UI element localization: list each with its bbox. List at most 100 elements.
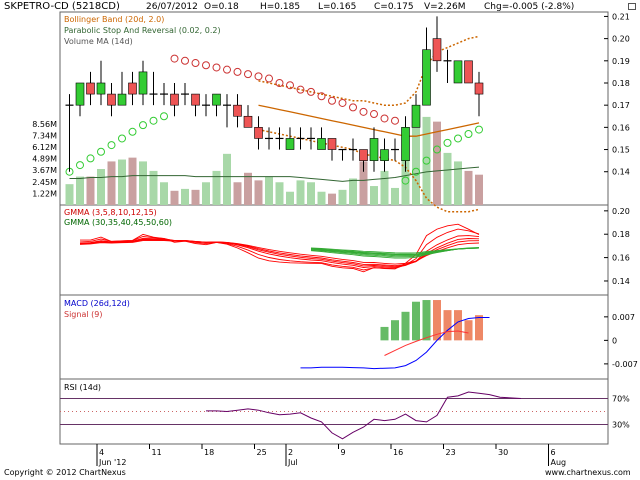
- gmma-long-line: [310, 247, 480, 254]
- header-volume: V=2.26M: [424, 2, 466, 12]
- sar-dot: [76, 161, 84, 170]
- sar-dot: [475, 125, 483, 134]
- volume-axis-label: 4.89M: [32, 155, 57, 164]
- macd-line: [300, 317, 490, 370]
- volume-bar: [443, 152, 452, 205]
- sar-dot: [223, 65, 231, 74]
- sar-dot: [443, 138, 452, 147]
- volume-bar: [212, 170, 221, 205]
- volume-bar: [412, 121, 420, 205]
- sar-dot: [454, 134, 462, 143]
- macd-histogram-bar: [422, 300, 431, 341]
- macd-histogram-bar: [464, 320, 473, 341]
- bollinger-lower-band: [258, 128, 480, 213]
- gmma-axis-label: 0.14: [612, 277, 630, 286]
- candle-down: [474, 82, 484, 95]
- candle-up: [369, 138, 379, 161]
- macd-histogram-bar: [412, 301, 420, 341]
- macd-histogram-bar: [401, 311, 410, 341]
- legend-macd: MACD (26d,12d): [64, 299, 130, 308]
- volume-bar: [65, 184, 74, 205]
- candle-up: [75, 82, 85, 106]
- volume-axis-label: 7.34M: [32, 131, 57, 140]
- sar-dot: [244, 70, 252, 79]
- candle-down: [359, 149, 368, 161]
- candle-up: [285, 138, 295, 150]
- volume-bar: [86, 176, 95, 205]
- bollinger-middle-line: [258, 104, 480, 137]
- candle-up: [96, 82, 106, 95]
- x-axis-label: 23: [446, 448, 456, 457]
- candle-up: [117, 93, 127, 106]
- volume-bar: [254, 180, 263, 205]
- gmma-axis-label: 0.16: [612, 254, 630, 263]
- volume-bar: [107, 161, 116, 205]
- sar-dot: [170, 54, 179, 63]
- macd-axis-label: 0.007: [612, 313, 635, 322]
- gmma-short-line: [79, 228, 480, 271]
- price-axis-label: 0.21: [612, 12, 630, 21]
- sar-dot: [401, 176, 410, 185]
- x-axis-label: 9: [341, 448, 346, 457]
- symbol-title: SKPETRO-CD (5218CD): [4, 1, 120, 12]
- volume-bar: [181, 188, 189, 205]
- month-label: Aug: [551, 458, 567, 467]
- signal-line: [384, 330, 469, 356]
- macd-axis-label: -0.007: [612, 360, 638, 369]
- sar-dot: [86, 154, 95, 163]
- volume-bar: [359, 161, 368, 205]
- volume-axis-label: 6.12M: [32, 143, 57, 152]
- volume-bar: [233, 182, 242, 205]
- volume-bar: [191, 189, 200, 205]
- month-label: Jun '12: [98, 458, 126, 467]
- sar-dot: [118, 134, 126, 143]
- price-axis-label: 0.18: [612, 79, 630, 88]
- macd-histogram-bar: [380, 326, 389, 341]
- x-axis-label: 25: [257, 448, 267, 457]
- macd-histogram-bar: [433, 300, 441, 341]
- volume-bar: [118, 159, 126, 205]
- candle-up: [422, 49, 431, 106]
- month-label: Jul: [287, 458, 298, 467]
- volume-bar: [475, 174, 483, 205]
- legend-bollinger: Bollinger Band (20d, 2.0): [64, 15, 164, 24]
- sar-dot: [265, 74, 273, 83]
- volume-bar: [433, 121, 441, 205]
- x-axis-label: 18: [204, 448, 214, 457]
- price-axis-label: 0.20: [612, 35, 630, 44]
- price-axis-label: 0.17: [612, 101, 630, 110]
- sar-dot: [254, 72, 263, 81]
- volume-axis-label: 2.45M: [32, 178, 57, 187]
- rsi-axis-label: 70%: [612, 395, 630, 404]
- sar-dot: [160, 112, 168, 121]
- sar-dot: [307, 87, 315, 96]
- volume-bar: [349, 178, 357, 205]
- candle-down: [86, 82, 95, 95]
- volume-bar: [139, 161, 147, 205]
- website-link[interactable]: www.chartnexus.com: [545, 468, 631, 477]
- candle-up: [212, 93, 221, 106]
- sar-dot: [149, 116, 158, 125]
- header-date: 26/07/2012: [146, 2, 198, 12]
- candle-down: [170, 93, 179, 106]
- sar-dot: [380, 114, 389, 123]
- sar-dot: [317, 92, 326, 101]
- sar-dot: [464, 130, 473, 139]
- sar-dot: [233, 67, 242, 76]
- candle-down: [327, 138, 337, 150]
- x-axis-label: 2: [288, 448, 293, 457]
- sar-dot: [202, 61, 210, 70]
- volume-axis-label: 3.67M: [32, 166, 57, 175]
- sar-dot: [370, 110, 378, 119]
- price-axis-label: 0.15: [612, 146, 630, 155]
- x-axis-label: 4: [99, 448, 104, 457]
- window-restore-icon[interactable]: [628, 3, 636, 10]
- volume-bar: [275, 182, 284, 205]
- price-axis-label: 0.19: [612, 57, 630, 66]
- volume-bar: [328, 193, 336, 205]
- volume-bar: [244, 172, 252, 205]
- volume-bar: [286, 191, 294, 205]
- legend-gmma-short: GMMA (3,5,8,10,12,15): [64, 208, 157, 217]
- volume-bar: [391, 187, 399, 205]
- price-axis-label: 0.16: [612, 123, 630, 132]
